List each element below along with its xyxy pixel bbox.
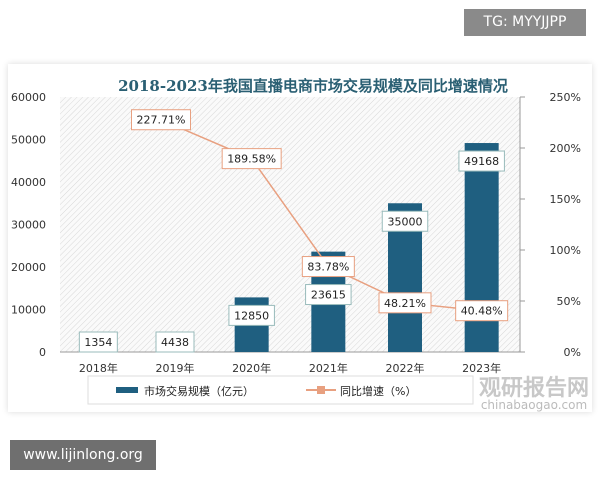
growth-label: 40.48% bbox=[461, 305, 503, 318]
right-axis-tick: 50% bbox=[557, 295, 581, 308]
bar-label: 49168 bbox=[464, 155, 499, 168]
x-axis-tick: 2021年 bbox=[309, 361, 348, 375]
x-axis-tick: 2019年 bbox=[156, 361, 195, 375]
bar-label-box bbox=[228, 304, 275, 326]
growth-label: 189.58% bbox=[227, 153, 276, 166]
source-logo-text: 观研报告网 bbox=[479, 376, 589, 401]
growth-label: 48.21% bbox=[384, 297, 426, 310]
right-axis-tick: 0% bbox=[564, 346, 581, 359]
bar-label: 35000 bbox=[388, 215, 423, 228]
bar-label: 12850 bbox=[234, 309, 269, 322]
right-axis-tick: 250% bbox=[550, 91, 581, 104]
legend-line-marker bbox=[317, 386, 325, 394]
legend-line-label: 同比增速（%） bbox=[340, 384, 416, 398]
bar-label-box bbox=[381, 210, 429, 232]
bar-label: 23615 bbox=[311, 289, 346, 302]
growth-label-box bbox=[301, 256, 355, 278]
bar-label-box bbox=[78, 331, 118, 353]
right-axis-tick: 100% bbox=[550, 244, 581, 257]
x-axis-tick: 2023年 bbox=[462, 361, 501, 375]
left-axis-tick: 50000 bbox=[11, 134, 46, 147]
left-axis-tick: 60000 bbox=[11, 91, 46, 104]
x-axis-tick: 2018年 bbox=[79, 361, 118, 375]
watermark-top: TG: MYYJJPP bbox=[464, 9, 586, 36]
legend-bar-swatch bbox=[116, 387, 138, 393]
left-axis-tick: 40000 bbox=[11, 176, 46, 189]
growth-label-box bbox=[378, 292, 432, 314]
growth-label: 227.71% bbox=[137, 114, 186, 127]
x-axis-tick: 2022年 bbox=[386, 361, 425, 375]
chart: 2018-2023年我国直播电商市场交易规模及同比增速情况 0 10000 2000… bbox=[11, 77, 589, 412]
bar-label: 1354 bbox=[84, 336, 112, 349]
left-axis-tick: 20000 bbox=[11, 261, 46, 274]
source-logo-url: chinabaogao.com bbox=[481, 398, 587, 412]
legend bbox=[87, 375, 474, 405]
bar-label: 4438 bbox=[161, 336, 189, 349]
plot-area bbox=[60, 97, 520, 352]
right-axis-tick: 200% bbox=[550, 142, 581, 155]
left-axis-tick: 30000 bbox=[11, 219, 46, 232]
watermark-bottom: www.lijinlong.org bbox=[10, 440, 156, 470]
left-axis-tick: 0 bbox=[39, 346, 46, 359]
right-axis-tick: 150% bbox=[550, 193, 581, 206]
x-axis-tick: 2020年 bbox=[232, 361, 271, 375]
growth-label: 83.78% bbox=[307, 261, 349, 274]
left-axis-tick: 10000 bbox=[11, 304, 46, 317]
legend-bar-label: 市场交易规模（亿元） bbox=[144, 384, 254, 398]
growth-label-box bbox=[455, 300, 509, 322]
bar-label-box bbox=[458, 150, 505, 172]
chart-card: 2018-2023年我国直播电商市场交易规模及同比增速情况 0 10000 2000… bbox=[8, 64, 592, 412]
bar-label-box bbox=[155, 331, 195, 353]
growth-label-box bbox=[221, 148, 282, 170]
growth-label-box bbox=[131, 109, 191, 131]
bar-label-box bbox=[305, 284, 352, 306]
chart-title: 2018-2023年我国直播电商市场交易规模及同比增速情况 bbox=[118, 77, 508, 95]
